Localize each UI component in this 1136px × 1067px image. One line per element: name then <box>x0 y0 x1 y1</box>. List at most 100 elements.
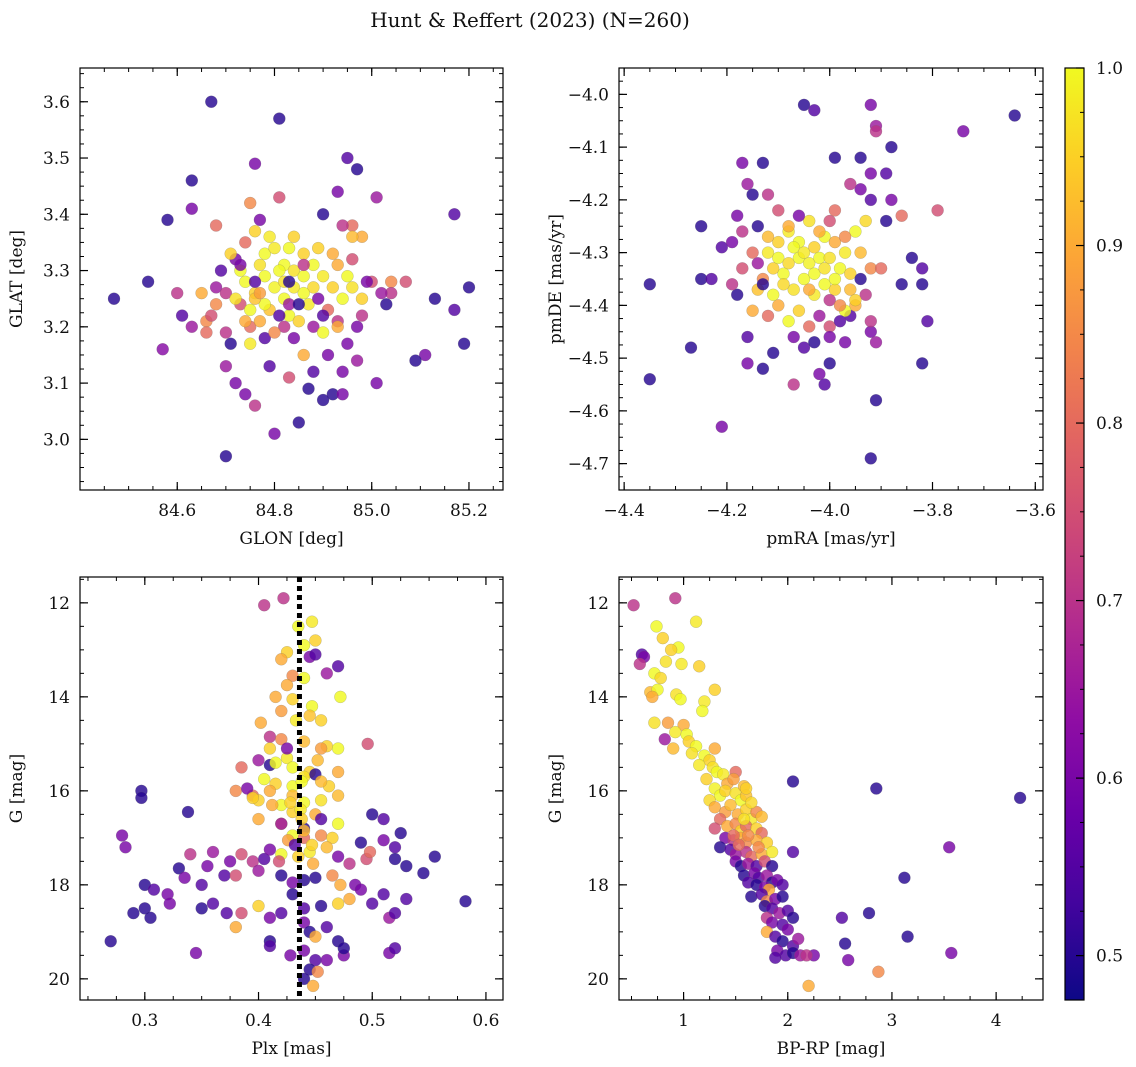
data-point <box>258 852 271 866</box>
x-tick-label: 2 <box>782 1011 793 1031</box>
data-point <box>786 911 800 924</box>
data-point <box>772 299 785 312</box>
data-point <box>331 320 344 333</box>
data-point <box>874 262 888 275</box>
data-point <box>336 365 349 378</box>
data-point <box>803 214 816 228</box>
data-point <box>253 315 267 328</box>
data-point <box>292 298 305 311</box>
data-point <box>189 946 203 960</box>
data-point <box>823 330 836 344</box>
data-point <box>252 812 265 826</box>
data-point <box>725 278 739 291</box>
data-point <box>220 906 233 920</box>
data-point <box>838 336 852 349</box>
data-point <box>921 315 934 328</box>
data-point <box>693 660 706 673</box>
y-tick-label: −4.1 <box>568 138 609 158</box>
data-point <box>685 747 699 760</box>
data-point <box>224 247 237 260</box>
data-point <box>864 167 877 180</box>
data-point <box>808 103 821 117</box>
data-point <box>269 756 282 769</box>
data-point <box>761 309 775 323</box>
panel-plx-g: 0.3 0.4 0.5 0.6 12 14 16 18 20 Plx [mas] G [mag] <box>7 576 504 1059</box>
data-point <box>235 906 248 920</box>
data-point <box>724 798 737 812</box>
data-point <box>708 822 721 835</box>
data-point <box>273 309 286 322</box>
data-point <box>388 852 402 866</box>
data-point <box>156 343 169 356</box>
x-tick-label: 85.0 <box>353 501 391 521</box>
data-point <box>268 241 281 255</box>
data-point <box>311 965 324 978</box>
data-point <box>234 258 247 272</box>
data-point <box>223 855 237 868</box>
data-point <box>302 382 315 395</box>
x-tick-label: 3 <box>887 1011 898 1031</box>
data-point <box>252 754 265 767</box>
data-point <box>869 336 883 349</box>
data-point <box>854 246 867 259</box>
data-point <box>252 899 265 913</box>
y-tick-label: 16 <box>587 782 609 802</box>
y-tick-label: 18 <box>48 876 70 896</box>
colorbar-gradient <box>1064 67 1085 1001</box>
data-point <box>895 278 908 291</box>
data-point <box>864 452 877 465</box>
y-tick-label: 14 <box>587 688 609 708</box>
data-point <box>713 841 727 854</box>
data-point <box>209 298 223 311</box>
data-point <box>243 303 257 317</box>
data-point <box>643 373 656 386</box>
data-point <box>219 286 233 300</box>
data-point <box>844 283 857 296</box>
data-point <box>885 193 898 207</box>
data-point <box>307 320 320 333</box>
data-point <box>253 258 267 272</box>
data-point <box>297 270 310 283</box>
data-point <box>178 871 191 884</box>
data-point <box>854 272 867 286</box>
data-point <box>862 906 876 920</box>
data-point <box>320 920 333 934</box>
data-point <box>334 690 347 704</box>
x-tick-label: 84.6 <box>158 501 196 521</box>
data-point <box>355 309 369 322</box>
data-point <box>350 354 364 367</box>
data-point <box>311 754 324 767</box>
data-point <box>777 278 790 291</box>
data-point <box>263 730 277 743</box>
data-point <box>229 920 243 934</box>
x-tick-label: 0.4 <box>245 1011 272 1031</box>
data-point <box>263 360 276 373</box>
data-point <box>417 866 430 880</box>
data-point <box>287 230 301 244</box>
data-point <box>263 742 277 755</box>
data-point <box>282 275 296 288</box>
data-point <box>828 204 842 217</box>
y-tick-label: −4.2 <box>568 191 609 211</box>
data-point <box>331 742 345 755</box>
colorbar-tick-label: 0.7 <box>1096 592 1123 612</box>
data-point <box>646 690 659 704</box>
data-point <box>366 897 379 910</box>
data-point <box>385 275 398 288</box>
data-point <box>684 341 698 354</box>
data-point <box>656 631 669 645</box>
data-point <box>864 193 877 207</box>
data-point <box>838 230 852 244</box>
data-point <box>115 829 129 842</box>
data-point <box>736 225 749 238</box>
colorbar-tick-label: 0.9 <box>1096 237 1123 257</box>
data-point <box>354 836 368 849</box>
data-point <box>235 761 248 774</box>
data-point <box>776 935 789 948</box>
data-point <box>803 320 816 333</box>
data-point <box>931 204 944 217</box>
data-point <box>828 151 842 164</box>
y-axis-label: GLAT [deg] <box>7 230 27 328</box>
data-point <box>254 716 267 729</box>
data-point <box>331 258 344 272</box>
